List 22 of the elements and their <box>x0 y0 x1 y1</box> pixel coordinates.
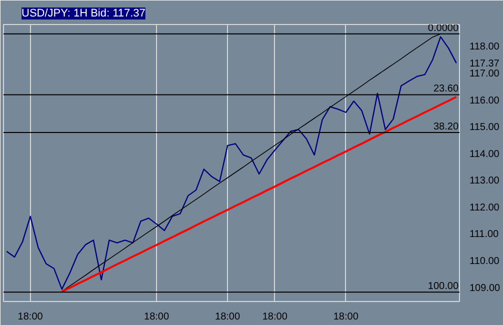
y-tick-label: 112.00 <box>470 202 500 214</box>
y-tick-label: 109.00 <box>470 282 501 294</box>
y-tick-label: 118.00 <box>470 42 500 53</box>
line-series <box>60 96 458 293</box>
y-tick-label: 116.00 <box>470 95 500 106</box>
annotation: 38.20 <box>433 121 459 132</box>
line-series <box>6 36 457 290</box>
x-tick-label: 18:00 <box>333 312 359 322</box>
y-tick-label: 111.00 <box>470 229 500 240</box>
y-tick-label: 115.00 <box>470 122 500 134</box>
x-tick-label: 18:00 <box>215 312 241 322</box>
y-tick-label: 117.37 <box>470 58 500 70</box>
y-tick-label: 110.00 <box>470 256 500 268</box>
y-tick-label: 114.00 <box>470 148 500 160</box>
y-tick-label: 113.00 <box>470 176 500 187</box>
chart-title: USD/JPY: 1H Bid: 117.37 <box>22 8 146 20</box>
x-tick-label: 18:00 <box>262 312 288 322</box>
annotation: 23.60 <box>433 84 459 95</box>
y-tick-label: 117.00 <box>470 68 500 80</box>
x-tick-label: 18:00 <box>144 312 170 322</box>
annotation: 100.00 <box>428 281 459 292</box>
x-tick-label: 18:00 <box>18 312 44 322</box>
